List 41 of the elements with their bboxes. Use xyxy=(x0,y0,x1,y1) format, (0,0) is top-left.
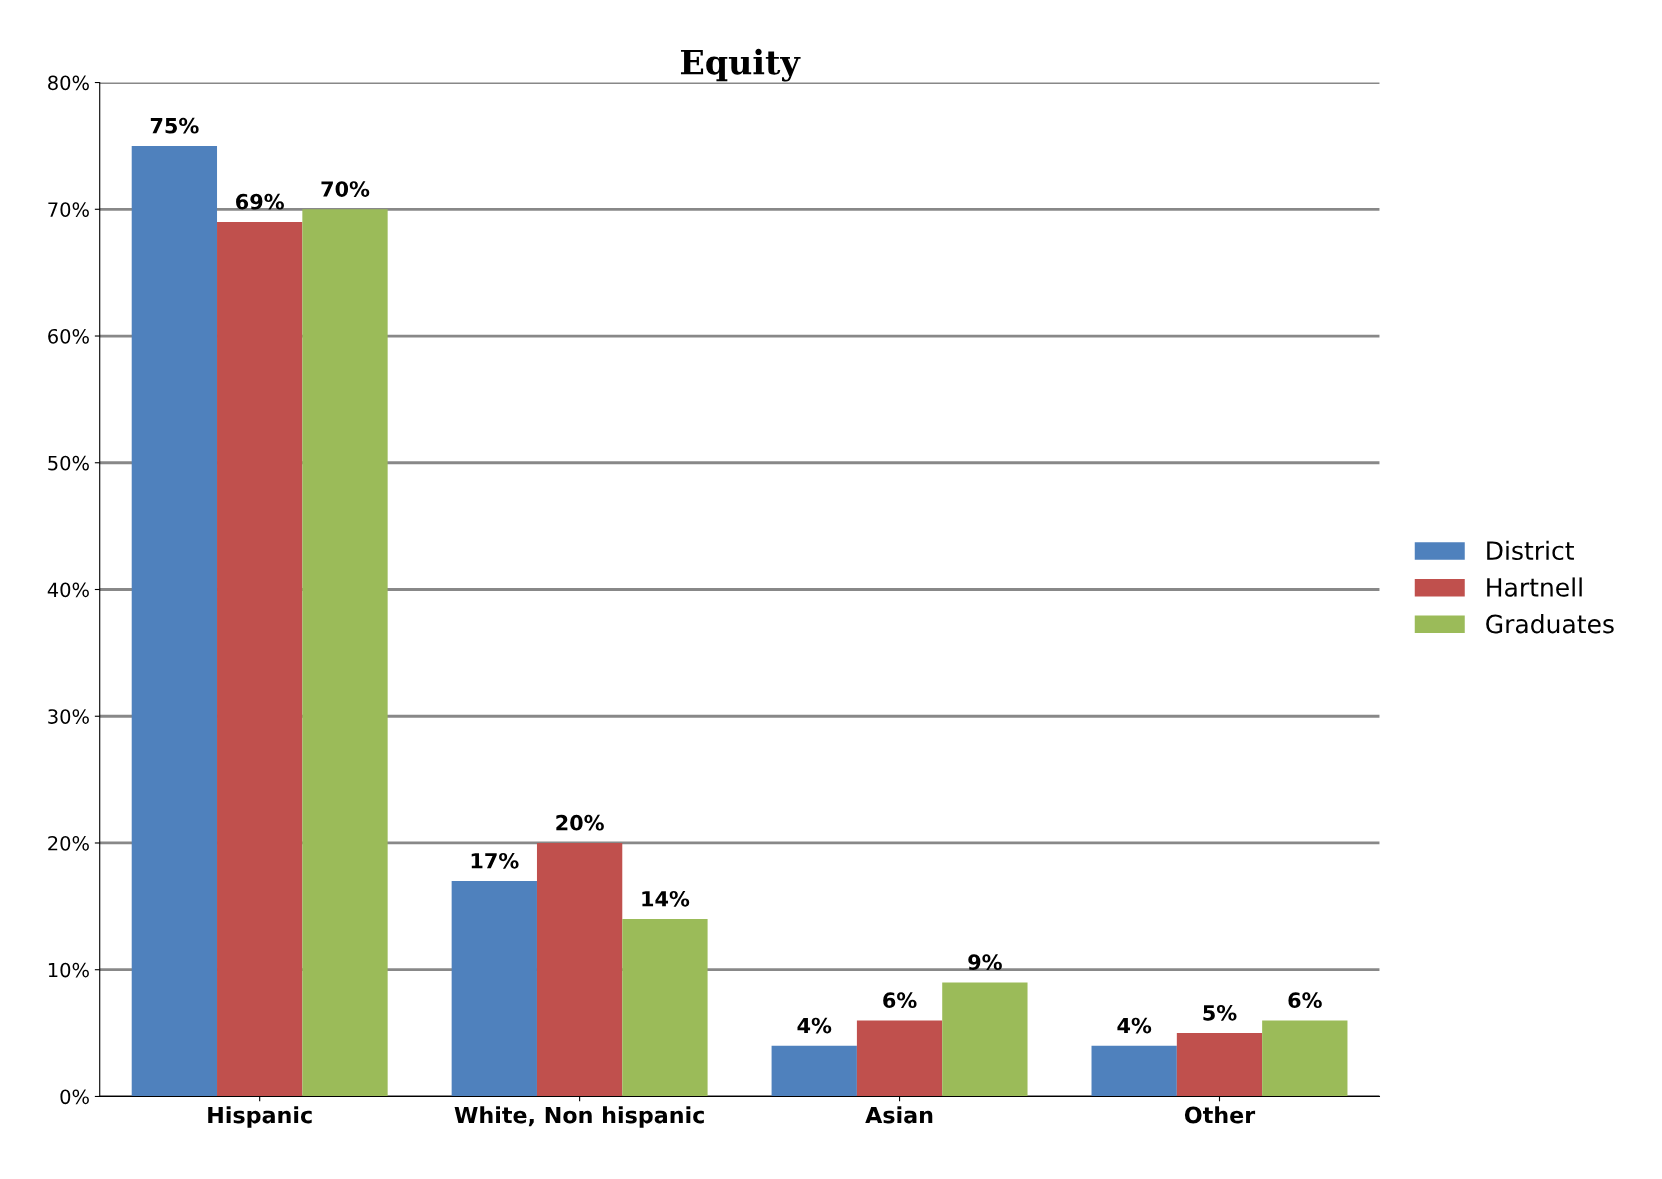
data-label: 6% xyxy=(1288,992,1322,1009)
data-label: 69% xyxy=(236,193,284,210)
bar xyxy=(1091,1045,1177,1097)
x-tick-label: Other xyxy=(1184,1106,1256,1124)
bar xyxy=(622,919,708,1097)
data-label: 5% xyxy=(1203,1004,1237,1021)
y-tick-label: 20% xyxy=(48,835,89,851)
x-tick-label: Hispanic xyxy=(208,1106,312,1128)
data-label: 4% xyxy=(797,1017,832,1034)
bar xyxy=(536,842,623,1097)
data-label: 14% xyxy=(642,890,690,907)
legend-label: Hartnell xyxy=(1487,577,1582,597)
x-tick-label: White, Non hispanic xyxy=(454,1106,704,1128)
y-tick-label: 60% xyxy=(48,328,89,344)
bar xyxy=(942,982,1028,1097)
legend-label: District xyxy=(1487,540,1574,561)
data-label: 20% xyxy=(556,814,604,831)
bar xyxy=(1262,1020,1348,1097)
y-tick-label: 30% xyxy=(48,709,89,724)
data-label: 6% xyxy=(883,992,917,1009)
bar xyxy=(451,881,537,1097)
data-label: 75% xyxy=(150,117,199,134)
bar xyxy=(131,145,218,1097)
bar xyxy=(302,209,388,1097)
y-tick-label: 10% xyxy=(48,962,89,978)
y-tick-label: 80% xyxy=(48,75,89,91)
data-label: 4% xyxy=(1117,1017,1152,1034)
x-tick-label: Asian xyxy=(865,1106,933,1124)
bar xyxy=(1176,1033,1263,1097)
y-tick-label: 0% xyxy=(60,1089,89,1105)
data-label: 70% xyxy=(321,181,370,197)
y-tick-label: 50% xyxy=(48,455,89,471)
y-tick-label: 40% xyxy=(47,582,89,598)
y-tick-label: 70% xyxy=(48,202,89,217)
data-label: 9% xyxy=(968,954,1002,971)
legend-label: Graduates xyxy=(1486,614,1614,634)
bar xyxy=(217,221,303,1097)
bar xyxy=(771,1045,857,1097)
chart-title: Equity xyxy=(680,48,801,82)
data-label: 17% xyxy=(471,852,519,869)
bar xyxy=(856,1020,943,1097)
